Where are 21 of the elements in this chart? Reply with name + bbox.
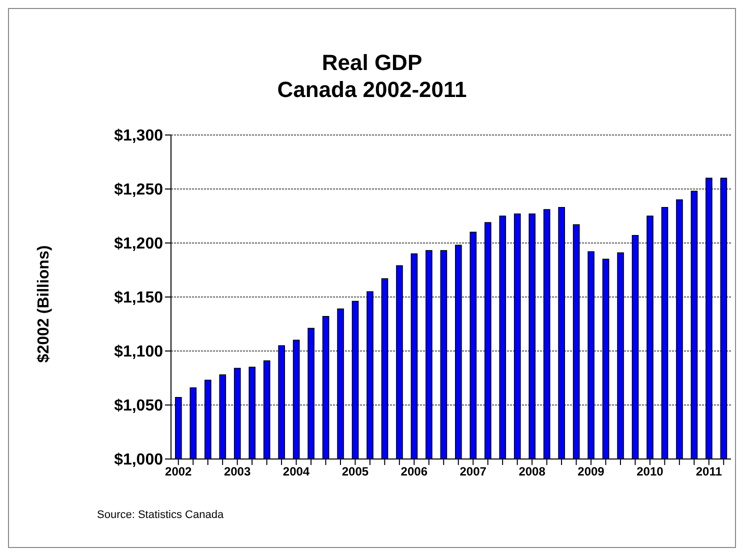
x-tick-label: 2009 (578, 464, 605, 479)
x-tick-label: 2007 (460, 464, 487, 479)
y-tick-label: $1,200 (114, 236, 164, 253)
y-axis-title: $2002 (Billions) (36, 245, 54, 363)
x-tick-label: 2008 (518, 464, 546, 479)
y-tick-label: $1,100 (114, 344, 164, 361)
chart-subtitle: Canada 2002-2011 (276, 76, 468, 103)
x-tick-label: 2011 (696, 464, 722, 479)
chart-title: Real GDP (320, 49, 424, 76)
y-tick-label: $1,150 (114, 290, 164, 307)
y-tick-label: $1,050 (114, 398, 164, 415)
x-tick-label: 2004 (282, 464, 310, 479)
x-tick-label: 2010 (636, 464, 664, 479)
x-tick-label: 2003 (224, 464, 251, 479)
x-tick-label: 2006 (400, 464, 428, 479)
x-tick-label: 2002 (165, 464, 192, 479)
source-note: Source: Statistics Canada (97, 509, 224, 521)
y-tick-label: $1,250 (114, 182, 164, 199)
x-tick-label: 2005 (342, 464, 369, 479)
y-tick-label: $1,300 (114, 128, 164, 145)
y-tick-label: $1,000 (114, 452, 164, 469)
